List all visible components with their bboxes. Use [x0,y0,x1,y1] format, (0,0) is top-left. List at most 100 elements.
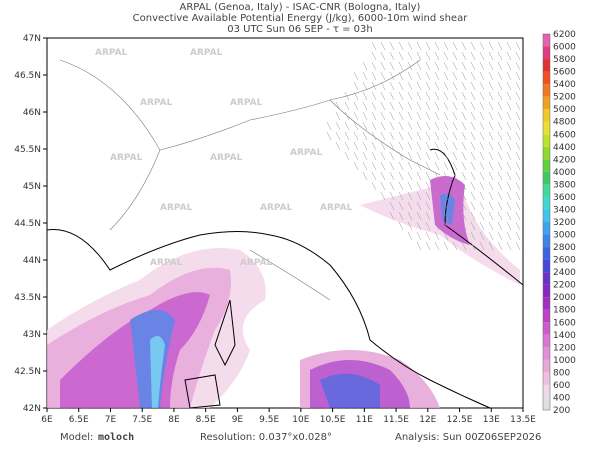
wind-barb [488,141,494,151]
wind-barb [461,241,467,251]
wind-barb [488,151,494,161]
wind-barb [371,121,377,131]
wind-barb [353,101,359,111]
wind-barb [488,91,494,101]
wind-barb [335,121,341,131]
wind-barb [398,191,404,201]
wind-barb [425,171,431,181]
wind-barb [389,101,395,111]
colorbar-swatch [543,384,550,398]
wind-barb [497,91,503,101]
wind-barb [425,111,431,121]
wind-barb [362,91,368,101]
wind-barb [488,241,494,251]
wind-barb [461,101,467,111]
lat-tick-label: 42N [23,404,41,414]
colorbar-label: 4600 [553,130,576,140]
wind-barb [344,121,350,131]
wind-barb [425,51,431,61]
wind-barb [434,101,440,111]
wind-barb [461,191,467,201]
lon-tick-label: 11E [356,415,373,425]
wind-barb [488,221,494,231]
wind-barb [425,221,431,231]
wind-barb [479,221,485,231]
wind-barb [407,151,413,161]
wind-barb [443,91,449,101]
wind-barb [371,171,377,181]
wind-barb [434,51,440,61]
wind-barb [416,91,422,101]
wind-barb [443,41,449,51]
wind-barb [479,121,485,131]
wind-barb [416,81,422,91]
wind-barb [434,81,440,91]
wind-barb [497,41,503,51]
colorbar-swatch [543,372,550,385]
colorbar-label: 1200 [553,343,576,353]
watermark: ARPAL [190,48,223,58]
wind-barb [398,41,404,51]
wind-barb [488,201,494,211]
wind-barb [506,101,512,111]
wind-barb [389,91,395,101]
colorbar-swatch [543,146,550,160]
wind-barb [425,91,431,101]
wind-barb [389,61,395,71]
wind-barb [506,131,512,141]
colorbar-label: 2600 [553,256,576,266]
colorbar-label: 5800 [553,55,576,65]
wind-barb [470,141,476,151]
wind-barb [488,191,494,201]
wind-barb [470,111,476,121]
lat-tick-label: 45.5N [14,145,41,155]
wind-barb [371,91,377,101]
wind-barb [371,181,377,191]
footer-model: moloch [98,432,134,443]
wind-barb [389,121,395,131]
wind-barb [443,81,449,91]
wind-barb [452,211,458,221]
wind-barb [371,161,377,171]
wind-barb [497,111,503,121]
wind-barb [407,141,413,151]
wind-barb [398,211,404,221]
wind-barb [443,121,449,131]
wind-barb [434,121,440,131]
lon-tick-label: 6E [41,415,53,425]
wind-barb [515,121,521,131]
wind-barb [488,121,494,131]
wind-barbs [326,41,521,251]
wind-barb [479,161,485,171]
wind-barb [506,71,512,81]
lat-tick-label: 43.5N [14,293,41,303]
wind-barb [470,131,476,141]
wind-barb [515,231,521,241]
wind-barb [326,121,332,131]
wind-barb [452,101,458,111]
colorbar-label: 2000 [553,293,576,303]
wind-barb [416,111,422,121]
wind-barb [443,171,449,181]
wind-barb [425,181,431,191]
watermark: ARPAL [160,203,193,213]
wind-barb [488,101,494,111]
wind-barb [461,171,467,181]
watermark: ARPAL [260,203,293,213]
wind-barb [434,141,440,151]
wind-barb [425,131,431,141]
lat-tick-label: 44.5N [14,219,41,229]
wind-barb [434,131,440,141]
wind-barb [407,111,413,121]
wind-barb [497,181,503,191]
wind-barb [488,211,494,221]
wind-barb [452,71,458,81]
colorbar-swatch [543,259,550,273]
wind-barb [371,111,377,121]
wind-barb [488,51,494,61]
wind-barb [425,101,431,111]
colorbar-label: 3400 [553,205,576,215]
wind-barb [506,51,512,61]
wind-barb [398,81,404,91]
wind-barb [497,191,503,201]
